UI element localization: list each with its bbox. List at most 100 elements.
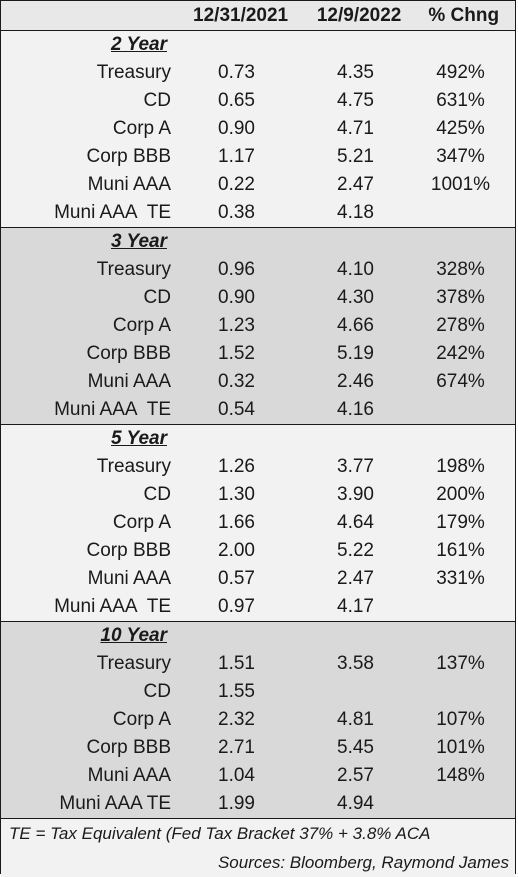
- value-change: 674%: [436, 371, 485, 392]
- value-2022: 4.10: [337, 259, 374, 280]
- row-name: CD: [143, 681, 171, 702]
- value-2022: 2.57: [337, 765, 374, 786]
- row-name: CD: [143, 90, 171, 111]
- table-header: 12/31/2021 12/9/2022 % Chng: [1, 1, 515, 31]
- value-2021: 2.71: [218, 737, 255, 758]
- row-name: Muni AAA: [87, 174, 171, 195]
- value-change: 492%: [436, 62, 485, 83]
- value-change: 631%: [436, 90, 485, 111]
- row-name: Muni AAA TE: [59, 793, 171, 814]
- row-name: Muni AAA: [87, 568, 171, 589]
- value-change: 179%: [436, 512, 485, 533]
- row-name: Corp A: [112, 315, 171, 336]
- row-name: Muni AAA TE: [54, 202, 171, 223]
- table-row: CD 1.55: [1, 678, 515, 706]
- value-2022: 4.16: [337, 399, 374, 420]
- value-2022: 5.22: [337, 540, 374, 561]
- value-2021: 1.51: [218, 653, 255, 674]
- value-2022: 4.71: [337, 118, 374, 139]
- value-2021: 0.57: [218, 568, 255, 589]
- value-2021: 0.54: [218, 399, 255, 420]
- table-row: Corp BBB 1.17 5.21 347%: [1, 143, 515, 171]
- value-2022: 4.64: [337, 512, 374, 533]
- value-2021: 2.00: [218, 540, 255, 561]
- value-2022: 2.47: [337, 568, 374, 589]
- group-title: 10 Year: [100, 625, 167, 646]
- value-change: 328%: [436, 259, 485, 280]
- value-change: 137%: [436, 653, 485, 674]
- value-2021: 0.38: [218, 202, 255, 223]
- value-change: 425%: [436, 118, 485, 139]
- value-2022: 4.66: [337, 315, 374, 336]
- table-row: Muni AAA 0.22 2.47 1001%: [1, 171, 515, 199]
- value-2022: 2.47: [337, 174, 374, 195]
- value-change: 378%: [436, 287, 485, 308]
- table-row: Corp BBB 2.00 5.22 161%: [1, 537, 515, 565]
- table-row: Muni AAA 0.32 2.46 674%: [1, 368, 515, 396]
- header-col-change: % Chng: [428, 4, 500, 26]
- row-name: Treasury: [96, 653, 171, 674]
- table-row: Corp BBB 1.52 5.19 242%: [1, 340, 515, 368]
- value-2021: 0.73: [218, 62, 255, 83]
- value-2021: 0.97: [218, 596, 255, 617]
- value-change: 148%: [436, 765, 485, 786]
- value-2021: 1.30: [218, 484, 255, 505]
- row-name: CD: [143, 287, 171, 308]
- value-2022: 4.75: [337, 90, 374, 111]
- table-row: CD 0.65 4.75 631%: [1, 87, 515, 115]
- value-2021: 0.22: [218, 174, 255, 195]
- row-name: Corp A: [112, 118, 171, 139]
- table-row: Muni AAA 1.04 2.57 148%: [1, 762, 515, 790]
- value-change: 242%: [436, 343, 485, 364]
- value-change: 161%: [436, 540, 485, 561]
- row-name: Muni AAA: [87, 371, 171, 392]
- value-change: 107%: [436, 709, 485, 730]
- row-name: Treasury: [96, 456, 171, 477]
- value-change: 200%: [436, 484, 485, 505]
- group-3-year: 3 Year Treasury 0.96 4.10 328% CD 0.90 4.30 37…: [1, 228, 515, 425]
- value-2021: 1.66: [218, 512, 255, 533]
- value-2022: 3.90: [337, 484, 374, 505]
- value-2021: 0.65: [218, 90, 255, 111]
- group-2-year: 2 Year Treasury 0.73 4.35 492% CD 0.65 4.75 63…: [1, 31, 515, 228]
- table-row: Muni AAA TE 0.54 4.16: [1, 396, 515, 424]
- table-row: CD 0.90 4.30 378%: [1, 284, 515, 312]
- value-2021: 1.52: [218, 343, 255, 364]
- value-2021: 2.32: [218, 709, 255, 730]
- header-col-2021: 12/31/2021: [193, 4, 289, 26]
- table-row: Muni AAA 0.57 2.47 331%: [1, 565, 515, 593]
- table-row: Treasury 0.96 4.10 328%: [1, 256, 515, 284]
- value-2022: 2.46: [337, 371, 374, 392]
- value-2022: 4.35: [337, 62, 374, 83]
- value-2022: 4.17: [337, 596, 374, 617]
- group-5-year: 5 Year Treasury 1.26 3.77 198% CD 1.30 3.90 20…: [1, 425, 515, 622]
- header-col-2022: 12/9/2022: [316, 4, 402, 26]
- group-title: 5 Year: [111, 428, 167, 449]
- value-change: 198%: [436, 456, 485, 477]
- table-row: Corp A 1.66 4.64 179%: [1, 509, 515, 537]
- table-row: Corp A 0.90 4.71 425%: [1, 115, 515, 143]
- value-2022: 4.81: [337, 709, 374, 730]
- row-name: Corp BBB: [86, 737, 171, 758]
- value-change: 1001%: [430, 174, 491, 195]
- value-2021: 0.32: [218, 371, 255, 392]
- footnote-sources: Sources: Bloomberg, Raymond James: [217, 853, 509, 872]
- footnote-te: TE = Tax Equivalent (Fed Tax Bracket 37%…: [9, 824, 431, 843]
- value-2022: 5.19: [337, 343, 374, 364]
- table-row: Corp BBB 2.71 5.45 101%: [1, 734, 515, 762]
- table-row: Corp A 2.32 4.81 107%: [1, 706, 515, 734]
- value-2021: 1.55: [218, 681, 255, 702]
- value-2021: 1.17: [218, 146, 255, 167]
- row-name: Corp A: [112, 512, 171, 533]
- table-row: Treasury 1.51 3.58 137%: [1, 650, 515, 678]
- value-2022: 4.18: [337, 202, 374, 223]
- value-2021: 0.90: [218, 118, 255, 139]
- table-row: Muni AAA TE 0.97 4.17: [1, 593, 515, 621]
- row-name: Corp BBB: [86, 146, 171, 167]
- table-row: Muni AAA TE 1.99 4.94: [1, 790, 515, 818]
- value-2021: 0.90: [218, 287, 255, 308]
- table-row: Treasury 0.73 4.35 492%: [1, 59, 515, 87]
- row-name: Treasury: [96, 259, 171, 280]
- group-10-year: 10 Year Treasury 1.51 3.58 137% CD 1.55 Corp…: [1, 622, 515, 819]
